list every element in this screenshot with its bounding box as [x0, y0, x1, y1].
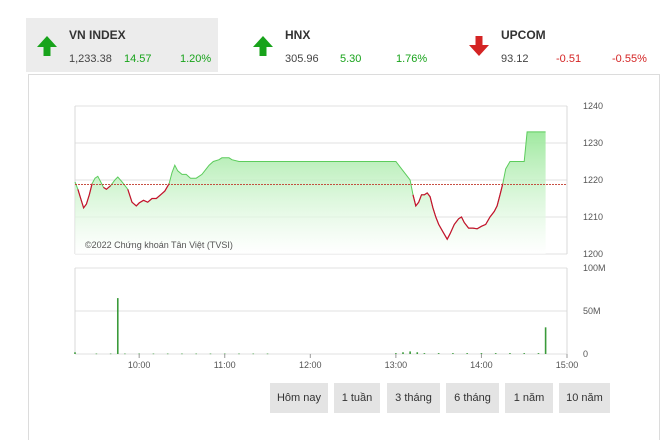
index-percent: -0.55% — [612, 53, 647, 65]
volume-bar — [416, 352, 419, 354]
index-card-hnx[interactable]: HNX 305.96 5.30 1.76% — [242, 18, 442, 72]
volume-bar — [523, 353, 526, 354]
range-button-1-year[interactable]: 1 năm — [505, 383, 553, 413]
index-name: UPCOM — [501, 28, 546, 42]
volume-bar — [266, 353, 269, 355]
index-change: 5.30 — [340, 53, 362, 65]
index-value: 1,233.38 — [69, 53, 112, 65]
time-tick-label: 15:00 — [556, 360, 579, 370]
volume-bar — [116, 298, 119, 354]
volume-bar — [494, 353, 497, 354]
price-tick-label: 1220 — [583, 175, 603, 185]
volume-bar — [238, 353, 240, 355]
time-tick-label: 11:00 — [214, 360, 236, 370]
volume-bar — [395, 353, 397, 354]
volume-bar — [95, 353, 98, 355]
volume-bar — [209, 353, 212, 355]
chart-annotation: ©2022 Chứng khoán Tân Việt (TVSI) — [85, 240, 233, 250]
volume-bar — [466, 353, 468, 354]
volume-bar — [195, 353, 198, 355]
volume-bar — [74, 352, 76, 354]
price-tick-label: 1210 — [583, 212, 603, 222]
price-tick-label: 1230 — [583, 138, 603, 148]
volume-tick-label: 0 — [583, 349, 588, 359]
range-button-today[interactable]: Hôm nay — [270, 383, 328, 413]
volume-bar — [252, 353, 255, 355]
index-name: HNX — [285, 28, 311, 42]
index-percent: 1.20% — [180, 53, 212, 65]
volume-tick-label: 100M — [583, 263, 606, 273]
volume-grid — [74, 267, 568, 355]
time-tick-label: 14:00 — [470, 360, 493, 370]
arrow-up-icon — [37, 36, 57, 56]
volume-tick-label: 50M — [583, 306, 601, 316]
arrow-down-icon — [469, 36, 489, 56]
volume-bar — [480, 353, 483, 354]
price-axis-ticks: 1200 1210 1220 1230 1240 — [583, 101, 603, 259]
index-percent: 1.76% — [396, 53, 428, 65]
volume-bar — [402, 352, 404, 354]
volume-bar — [181, 353, 183, 355]
price-area — [75, 131, 546, 254]
volume-bar — [509, 353, 511, 354]
volume-bar — [166, 353, 169, 355]
range-button-6-months[interactable]: 6 tháng — [446, 383, 499, 413]
price-line-below-reference — [77, 183, 504, 241]
index-name: VN INDEX — [69, 28, 126, 42]
volume-bar — [537, 353, 540, 354]
volume-bar — [423, 353, 426, 354]
index-change: 14.57 — [124, 53, 152, 65]
range-button-10-years[interactable]: 10 năm — [559, 383, 610, 413]
index-value: 305.96 — [285, 53, 319, 65]
index-summary-bar: VN INDEX 1,233.38 14.57 1.20% HNX 305.96… — [0, 0, 660, 72]
index-card-vnindex[interactable]: VN INDEX 1,233.38 14.57 1.20% — [26, 18, 218, 72]
index-change: -0.51 — [556, 53, 582, 65]
index-value: 93.12 — [501, 53, 529, 65]
time-tick-label: 13:00 — [385, 360, 408, 370]
time-tick-label: 12:00 — [299, 360, 322, 370]
volume-bar — [409, 351, 411, 354]
volume-bars — [74, 298, 547, 355]
index-card-upcom[interactable]: UPCOM 93.12 -0.51 -0.55% — [458, 18, 658, 72]
range-button-1-week[interactable]: 1 tuần — [334, 383, 380, 413]
volume-bar — [223, 353, 226, 355]
price-tick-label: 1200 — [583, 249, 603, 259]
volume-bar — [437, 353, 440, 354]
volume-bar — [138, 353, 140, 355]
volume-bar — [452, 353, 454, 354]
volume-axis-ticks: 0 50M 100M — [583, 263, 606, 359]
volume-bar — [152, 353, 155, 355]
volume-bar — [109, 353, 112, 355]
arrow-up-icon — [253, 36, 273, 56]
time-axis-ticks: 10:00 11:00 12:00 13:00 14:00 15:00 — [128, 354, 578, 370]
price-tick-label: 1240 — [583, 101, 603, 111]
volume-bar — [544, 327, 547, 354]
time-tick-label: 10:00 — [128, 360, 151, 370]
range-button-3-months[interactable]: 3 tháng — [387, 383, 440, 413]
volume-bar — [124, 353, 126, 355]
